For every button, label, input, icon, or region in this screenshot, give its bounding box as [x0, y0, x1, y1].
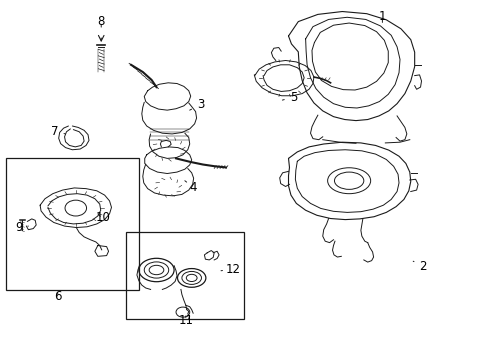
Text: 5: 5 [282, 91, 297, 104]
Text: 4: 4 [184, 181, 197, 194]
Bar [126, 232, 243, 319]
Text: 10: 10 [95, 211, 110, 224]
Text: 3: 3 [189, 98, 204, 111]
Bar [6, 158, 139, 290]
Text: 9: 9 [15, 221, 28, 234]
Text: 12: 12 [221, 263, 240, 276]
Text: 6: 6 [54, 291, 61, 303]
Text: 11: 11 [178, 314, 193, 327]
Text: 8: 8 [97, 15, 105, 28]
Text: 1: 1 [378, 10, 386, 23]
Text: 7: 7 [51, 125, 65, 138]
Text: 2: 2 [412, 260, 426, 273]
